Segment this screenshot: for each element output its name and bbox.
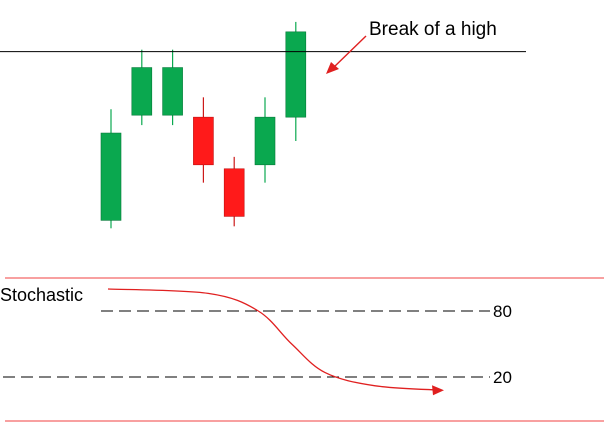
candle-body (193, 116, 214, 166)
annotation-label: Break of a high (369, 19, 497, 40)
candle-body (223, 168, 245, 217)
candle-body (285, 31, 307, 118)
annotation-arrow-head (326, 62, 339, 74)
candle-body (162, 67, 183, 116)
level-label: 20 (493, 368, 512, 387)
stochastic-arrow-head (432, 385, 444, 396)
stochastic-curve (107, 288, 443, 391)
candle-body (131, 67, 153, 116)
level-label: 80 (493, 302, 512, 321)
candle-body (100, 132, 122, 221)
price-panel (100, 21, 307, 229)
candle-body (254, 116, 276, 166)
indicator-levels: 80 20 (3, 302, 512, 387)
indicator-label: Stochastic (0, 285, 83, 305)
annotation-arrow (332, 35, 367, 69)
